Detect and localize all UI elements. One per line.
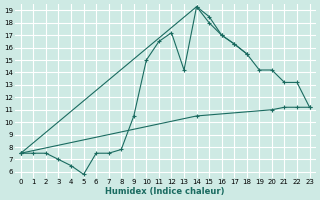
X-axis label: Humidex (Indice chaleur): Humidex (Indice chaleur) [106, 187, 225, 196]
